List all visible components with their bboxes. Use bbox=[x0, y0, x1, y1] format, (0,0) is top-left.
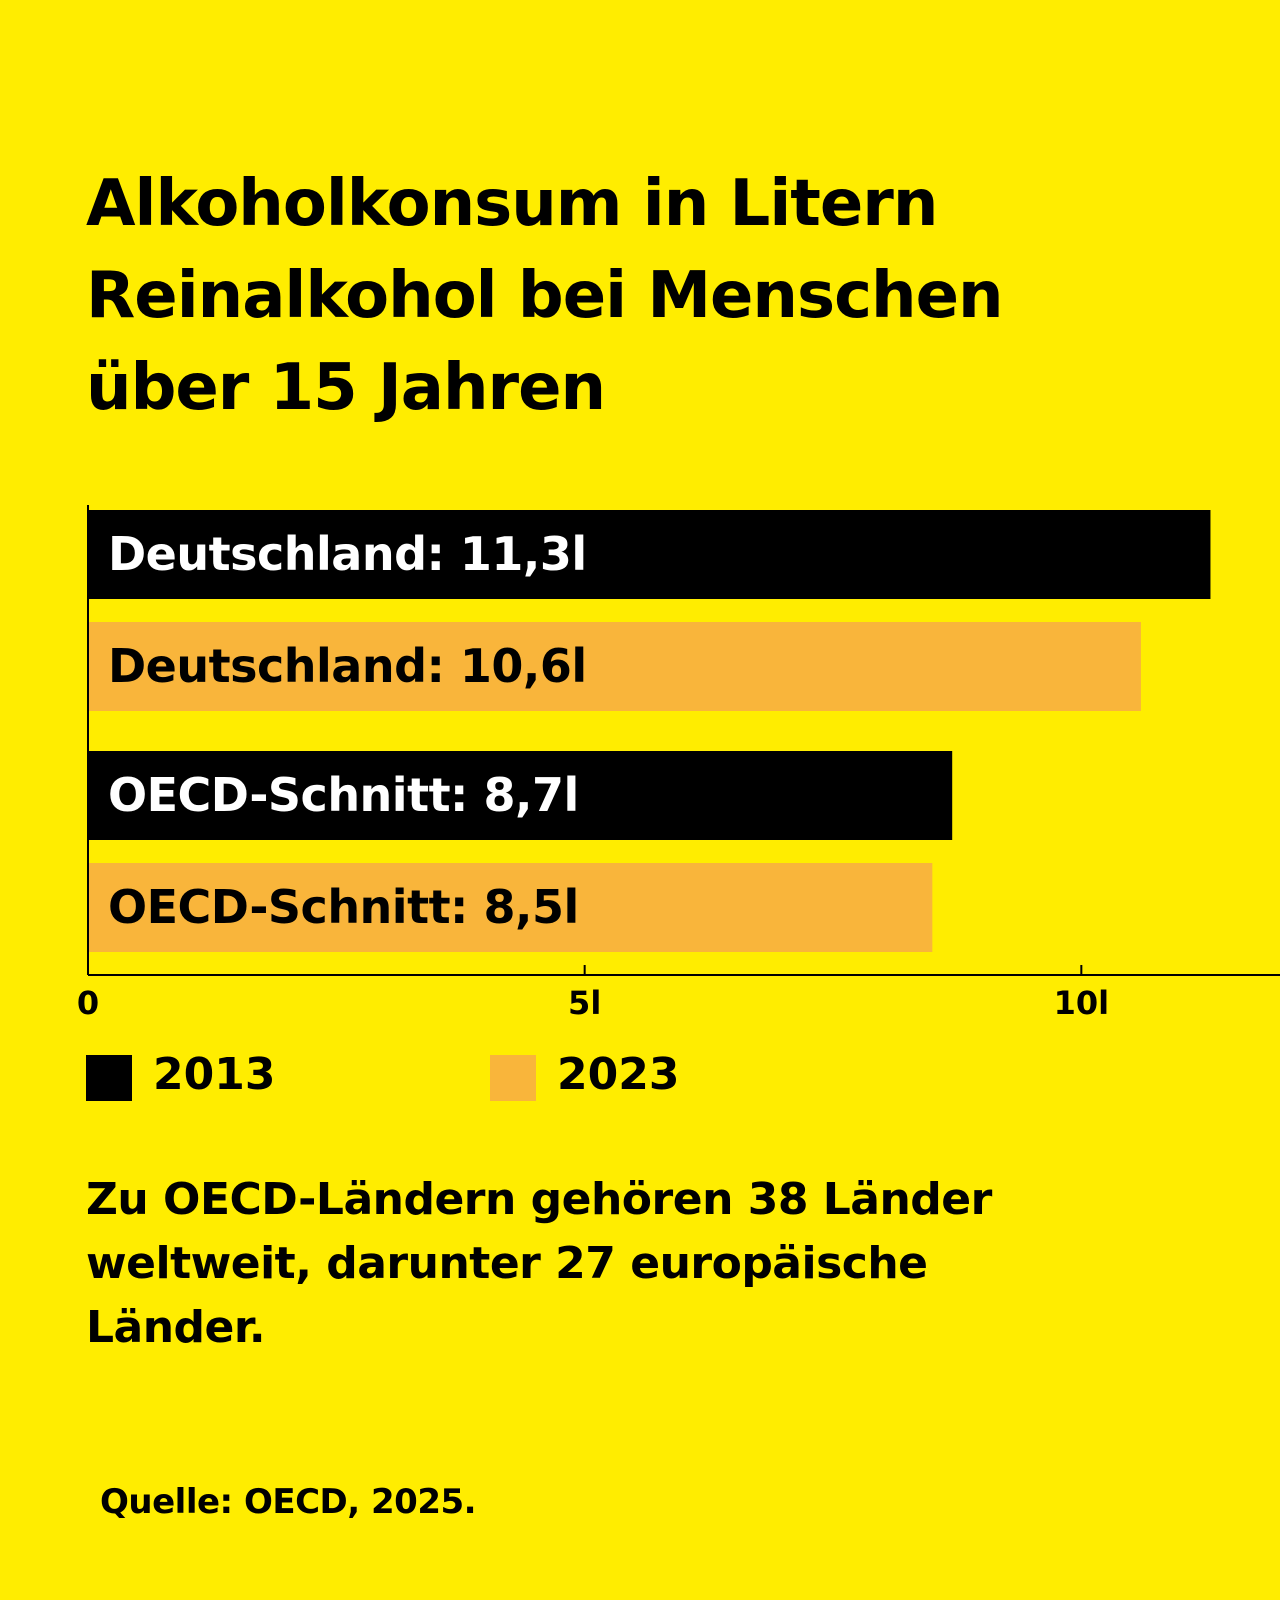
value-label: OECD-Schnitt: 8,5l bbox=[108, 880, 579, 934]
x-tick-label: 5l bbox=[568, 984, 601, 1022]
source: Quelle: OECD, 2025. bbox=[100, 1482, 477, 1522]
x-tick-label: 10l bbox=[1054, 984, 1110, 1022]
value-label: Deutschland: 10,6l bbox=[108, 639, 587, 693]
legend-swatch bbox=[86, 1055, 132, 1101]
legend-swatch bbox=[490, 1055, 536, 1101]
bar bbox=[88, 751, 953, 840]
bar bbox=[88, 510, 1211, 599]
bar bbox=[88, 622, 1141, 711]
bar bbox=[88, 863, 933, 952]
x-tick-label: 0 bbox=[77, 984, 99, 1022]
legend-label: 2023 bbox=[557, 1049, 679, 1100]
legend-label: 2013 bbox=[153, 1049, 275, 1100]
value-label: Deutschland: 11,3l bbox=[108, 527, 587, 581]
note: Zu OECD-Ländern gehören 38 Länder weltwe… bbox=[86, 1174, 992, 1353]
chart-title: Alkoholkonsum in Litern Reinalkohol bei … bbox=[86, 167, 1004, 425]
value-label: OECD-Schnitt: 8,7l bbox=[108, 768, 579, 822]
